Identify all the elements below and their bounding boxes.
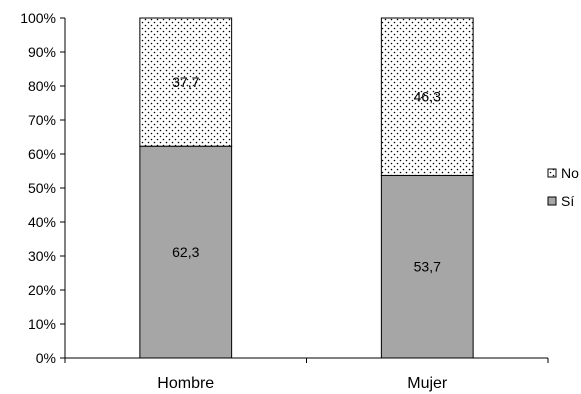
y-tick-label: 60% <box>28 146 56 162</box>
x-category-label: Hombre <box>157 375 214 392</box>
legend-swatch <box>547 168 557 178</box>
legend: No Sí <box>547 165 579 209</box>
x-category-label: Mujer <box>407 375 448 392</box>
legend-label: Sí <box>561 193 574 209</box>
bars: 62,3 37,7 53,7 46,3 <box>139 17 474 359</box>
legend-label: No <box>561 165 579 181</box>
x-axis: Hombre Mujer <box>64 357 549 392</box>
y-tick-label: 0% <box>36 350 56 366</box>
legend-swatch <box>547 196 557 206</box>
data-label: 53,7 <box>414 259 441 275</box>
y-tick-label: 80% <box>28 78 56 94</box>
y-tick-label: 70% <box>28 112 56 128</box>
data-label: 37,7 <box>172 74 199 90</box>
bar-segment <box>139 17 233 147</box>
data-label: 46,3 <box>414 89 441 105</box>
y-axis: 0% 10% 20% 30% 40% 50% 60% 70% 80% 90% 100% <box>20 10 66 366</box>
y-tick-label: 30% <box>28 248 56 264</box>
y-tick-label: 90% <box>28 44 56 60</box>
y-tick-label: 50% <box>28 180 56 196</box>
y-tick-label: 40% <box>28 214 56 230</box>
y-tick-label: 10% <box>28 316 56 332</box>
y-tick-label: 20% <box>28 282 56 298</box>
bar-segment <box>380 174 474 359</box>
data-label: 62,3 <box>172 244 199 260</box>
y-tick-label: 100% <box>20 10 56 26</box>
bar-segment <box>139 145 233 359</box>
bar-segment <box>380 17 474 176</box>
